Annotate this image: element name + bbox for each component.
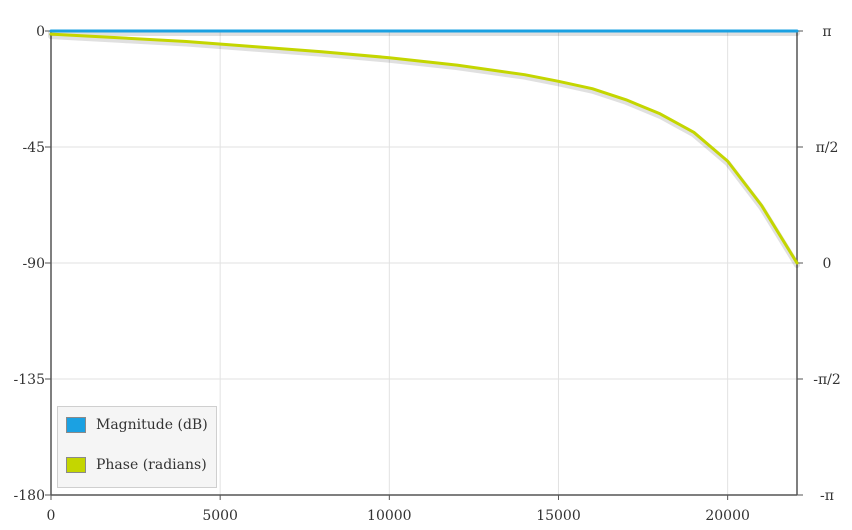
x-tick-label-0: 0 xyxy=(47,508,56,524)
y-tick-label-2: -90 xyxy=(22,256,45,272)
grid xyxy=(51,31,797,495)
legend-label-magnitude: Magnitude (dB) xyxy=(96,417,208,433)
y2-tick-label-4: -π xyxy=(820,488,834,504)
y2-tick-label-2: 0 xyxy=(823,256,832,272)
y-tick-label-3: -135 xyxy=(14,372,45,388)
x-tick-label-4: 20000 xyxy=(705,508,750,524)
legend-label-phase: Phase (radians) xyxy=(96,457,207,473)
y-tick-label-0: 0 xyxy=(36,24,45,40)
legend-swatch-phase xyxy=(66,457,86,473)
y2-tick-label-3: -π/2 xyxy=(813,372,841,388)
series-line-1 xyxy=(49,32,799,265)
series-shadow-1 xyxy=(48,33,800,268)
x-tick-label-2: 10000 xyxy=(367,508,412,524)
y2-tick-label-1: π/2 xyxy=(816,140,839,156)
legend-item-phase[interactable]: Phase (radians) xyxy=(66,455,207,475)
y2-tick-label-0: π xyxy=(822,24,831,40)
legend: Magnitude (dB) Phase (radians) xyxy=(57,406,217,488)
legend-swatch-magnitude xyxy=(66,417,86,433)
y-tick-label-1: -45 xyxy=(22,140,45,156)
tick-labels: 0 5000 10000 15000 20000 0 -45 -90 -135 -180 π π/2 0… xyxy=(14,24,841,524)
y-tick-label-4: -180 xyxy=(14,488,45,504)
legend-item-magnitude[interactable]: Magnitude (dB) xyxy=(66,415,208,435)
series-lines xyxy=(48,29,800,268)
x-tick-label-1: 5000 xyxy=(202,508,238,524)
x-tick-label-3: 15000 xyxy=(536,508,581,524)
